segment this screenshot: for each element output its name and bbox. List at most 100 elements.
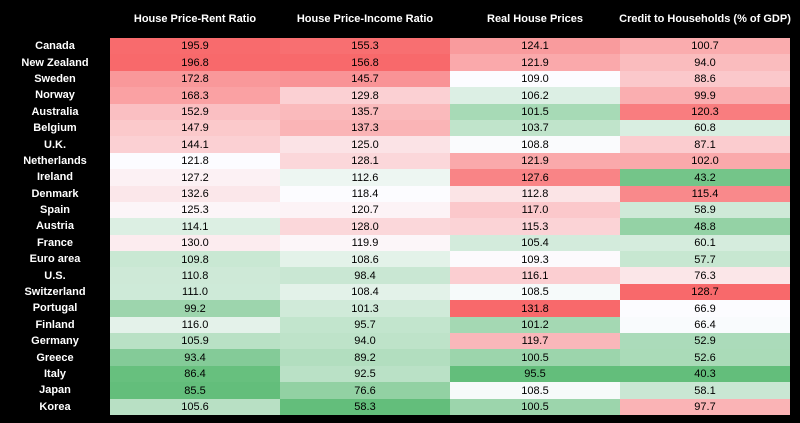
cell: 57.7 — [620, 251, 790, 268]
cell: 108.8 — [450, 136, 620, 154]
cell: 97.7 — [620, 398, 790, 416]
cell: 101.5 — [450, 103, 620, 121]
cell: 117.0 — [450, 201, 620, 219]
cell: 112.6 — [280, 169, 450, 187]
cell: 88.6 — [620, 70, 790, 88]
cell: 101.3 — [280, 300, 450, 318]
cell: 60.8 — [620, 119, 790, 137]
cell: 86.4 — [110, 365, 280, 383]
cell: 127.6 — [450, 169, 620, 187]
cell: 119.9 — [280, 234, 450, 252]
cell: 102.0 — [620, 152, 790, 170]
cell: 120.3 — [620, 103, 790, 121]
cell: 100.7 — [620, 38, 790, 55]
column-header: Credit to Households (% of GDP) — [619, 13, 791, 25]
cell: 103.7 — [450, 119, 620, 137]
cell: 94.0 — [280, 333, 450, 350]
cell: 106.2 — [450, 87, 620, 105]
cell: 108.5 — [450, 283, 620, 301]
cell: 152.9 — [110, 103, 280, 121]
cell: 121.9 — [450, 152, 620, 170]
cell: 115.3 — [450, 218, 620, 236]
cell: 105.4 — [450, 234, 620, 252]
cell: 92.5 — [280, 365, 450, 383]
cell: 128.7 — [620, 283, 790, 301]
cell: 98.4 — [280, 267, 450, 285]
cell: 132.6 — [110, 185, 280, 203]
cell: 119.7 — [450, 333, 620, 350]
row-label: Japan — [39, 384, 71, 397]
column-header: House Price-Rent Ratio — [133, 13, 257, 25]
row-label: Norway — [35, 89, 75, 102]
cell: 99.9 — [620, 87, 790, 105]
cell: 58.9 — [620, 201, 790, 219]
cell: 115.4 — [620, 185, 790, 203]
cell: 108.5 — [450, 382, 620, 400]
row-label: New Zealand — [21, 56, 89, 69]
cell: 100.5 — [450, 398, 620, 416]
row-label: U.K. — [44, 138, 66, 151]
cell: 43.2 — [620, 169, 790, 187]
cell: 172.8 — [110, 70, 280, 88]
cell: 52.6 — [620, 349, 790, 367]
cell: 112.8 — [450, 185, 620, 203]
cell: 100.5 — [450, 349, 620, 367]
cell: 89.2 — [280, 349, 450, 367]
cell: 60.1 — [620, 234, 790, 252]
cell: 196.8 — [110, 54, 280, 72]
row-label: Sweden — [34, 72, 76, 85]
row-label: Euro area — [29, 253, 81, 266]
cell: 118.4 — [280, 185, 450, 203]
column-header: House Price-Income Ratio — [296, 13, 434, 25]
cell: 93.4 — [110, 349, 280, 367]
cell: 108.4 — [280, 283, 450, 301]
cell: 130.0 — [110, 234, 280, 252]
cell: 124.1 — [450, 38, 620, 55]
cell: 108.6 — [280, 251, 450, 268]
row-label: Canada — [35, 40, 75, 53]
row-label: Portugal — [32, 302, 78, 315]
cell: 76.6 — [280, 382, 450, 400]
cell: 128.0 — [280, 218, 450, 236]
row-label: Ireland — [36, 171, 74, 184]
cell: 131.8 — [450, 300, 620, 318]
cell: 121.9 — [450, 54, 620, 72]
cell: 76.3 — [620, 267, 790, 285]
cell: 127.2 — [110, 169, 280, 187]
cell: 155.3 — [280, 38, 450, 55]
cell: 85.5 — [110, 382, 280, 400]
cell: 147.9 — [110, 119, 280, 137]
row-label: Spain — [40, 204, 70, 217]
cell: 58.1 — [620, 382, 790, 400]
cell: 125.3 — [110, 201, 280, 219]
cell: 94.0 — [620, 54, 790, 72]
row-label: Belgium — [33, 122, 77, 135]
cell: 114.1 — [110, 218, 280, 236]
cell: 52.9 — [620, 333, 790, 350]
cell: 105.6 — [110, 398, 280, 416]
row-label: Austria — [36, 220, 74, 233]
row-label: U.S. — [44, 269, 66, 282]
cell: 168.3 — [110, 87, 280, 105]
column-header: Real House Prices — [487, 13, 583, 25]
row-label: Greece — [36, 351, 74, 364]
cell: 110.8 — [110, 267, 280, 285]
cell: 120.7 — [280, 201, 450, 219]
cell: 144.1 — [110, 136, 280, 154]
cell: 48.8 — [620, 218, 790, 236]
cell: 116.1 — [450, 267, 620, 285]
cell: 95.7 — [280, 316, 450, 334]
row-label: Germany — [31, 335, 79, 348]
cell: 40.3 — [620, 365, 790, 383]
row-label: Australia — [31, 105, 79, 118]
cell: 111.0 — [110, 283, 280, 301]
cell: 129.8 — [280, 87, 450, 105]
cell: 105.9 — [110, 333, 280, 350]
cell: 125.0 — [280, 136, 450, 154]
cell: 116.0 — [110, 316, 280, 334]
cell: 195.9 — [110, 38, 280, 55]
cell: 87.1 — [620, 136, 790, 154]
cell: 95.5 — [450, 365, 620, 383]
cell: 145.7 — [280, 70, 450, 88]
